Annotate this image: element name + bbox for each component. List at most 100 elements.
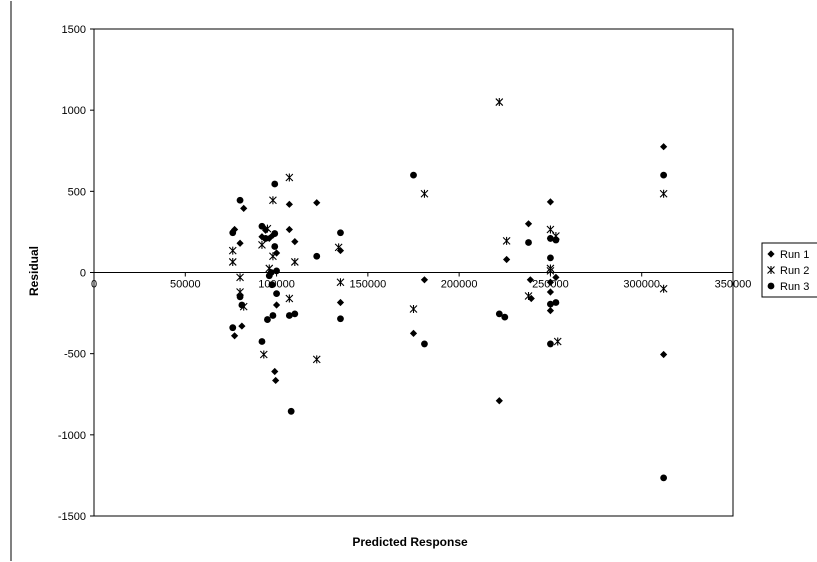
data-point <box>313 252 321 260</box>
data-point <box>228 246 237 255</box>
data-point <box>272 301 281 309</box>
data-point <box>258 338 266 345</box>
legend-marker <box>767 266 775 274</box>
data-point <box>547 300 554 308</box>
x-tick-label: 50000 <box>170 279 201 291</box>
data-point <box>287 407 295 415</box>
data-point <box>236 239 244 247</box>
series-run-3 <box>229 171 668 482</box>
data-point <box>264 316 271 323</box>
data-point <box>285 200 293 208</box>
data-point <box>552 236 560 244</box>
data-point <box>659 189 668 198</box>
data-point <box>291 238 299 246</box>
data-point <box>238 322 246 330</box>
data-point <box>526 276 534 284</box>
data-point <box>271 243 279 250</box>
data-point <box>547 254 554 262</box>
data-point <box>236 293 244 301</box>
data-point <box>229 229 237 237</box>
data-point <box>273 290 280 298</box>
data-point <box>269 196 277 205</box>
data-point <box>312 355 321 364</box>
data-point <box>546 225 555 234</box>
data-point <box>272 376 280 385</box>
data-point <box>271 230 279 237</box>
data-point <box>495 310 503 318</box>
data-point <box>271 180 279 188</box>
data-point <box>259 350 268 359</box>
data-point <box>546 198 555 206</box>
data-point <box>546 307 555 315</box>
data-point <box>495 397 503 405</box>
data-point <box>660 474 668 482</box>
data-point <box>271 367 279 376</box>
x-tick-label: 100000 <box>258 279 295 291</box>
data-point <box>410 171 417 179</box>
y-tick-label: -1000 <box>58 430 86 442</box>
data-point <box>546 266 555 275</box>
data-point <box>552 273 560 281</box>
data-point <box>262 235 270 242</box>
data-point <box>501 313 509 321</box>
data-point <box>285 294 294 303</box>
data-point <box>291 310 299 318</box>
y-tick-label: -1500 <box>58 511 86 523</box>
y-tick-label: 0 <box>80 268 86 280</box>
data-point <box>240 204 248 212</box>
data-point <box>409 329 418 337</box>
data-point <box>502 236 511 245</box>
data-point <box>290 257 299 266</box>
data-point <box>334 243 343 252</box>
data-point <box>495 98 504 107</box>
legend-label: Run 1 <box>780 249 809 261</box>
x-tick-label: 150000 <box>349 279 386 291</box>
y-tick-label: -500 <box>64 349 86 361</box>
series-run-2 <box>228 98 668 364</box>
data-point <box>236 273 244 282</box>
data-point <box>546 288 555 296</box>
data-point <box>229 324 237 332</box>
data-point <box>553 337 562 346</box>
data-point <box>268 281 276 289</box>
data-point <box>267 269 275 276</box>
x-tick-label: 350000 <box>715 279 752 291</box>
data-point <box>660 143 668 151</box>
legend: Run 1 Run 2 Run 3 <box>761 242 817 298</box>
data-point <box>269 312 277 319</box>
data-point <box>258 222 266 230</box>
data-point <box>525 239 532 246</box>
x-axis-title: Predicted Response <box>352 535 468 549</box>
data-point <box>503 255 511 264</box>
data-point <box>230 332 239 340</box>
data-point <box>313 199 321 207</box>
data-point <box>409 305 418 314</box>
data-point <box>236 196 244 204</box>
y-tick-label: 1000 <box>62 105 86 117</box>
data-point <box>285 312 293 319</box>
data-point <box>547 340 554 348</box>
data-point <box>546 278 555 286</box>
data-point <box>552 299 560 306</box>
data-point <box>524 220 533 228</box>
data-point <box>337 229 344 237</box>
legend-label: Run 3 <box>780 281 809 293</box>
data-point <box>273 267 280 275</box>
data-point <box>228 257 237 266</box>
data-point <box>420 276 429 284</box>
x-tick-label: 200000 <box>441 279 478 291</box>
data-point <box>337 315 344 323</box>
data-points <box>228 98 668 482</box>
data-point <box>336 278 345 287</box>
legend-label: Run 2 <box>780 265 809 277</box>
data-point <box>285 225 293 234</box>
y-tick-label: 1500 <box>62 24 86 36</box>
data-point <box>524 292 533 301</box>
y-tick-label: 500 <box>68 186 86 198</box>
legend-marker <box>767 282 775 290</box>
y-axis-title: Residual <box>27 246 41 296</box>
data-point <box>258 240 266 249</box>
x-tick-label: 0 <box>91 279 97 291</box>
